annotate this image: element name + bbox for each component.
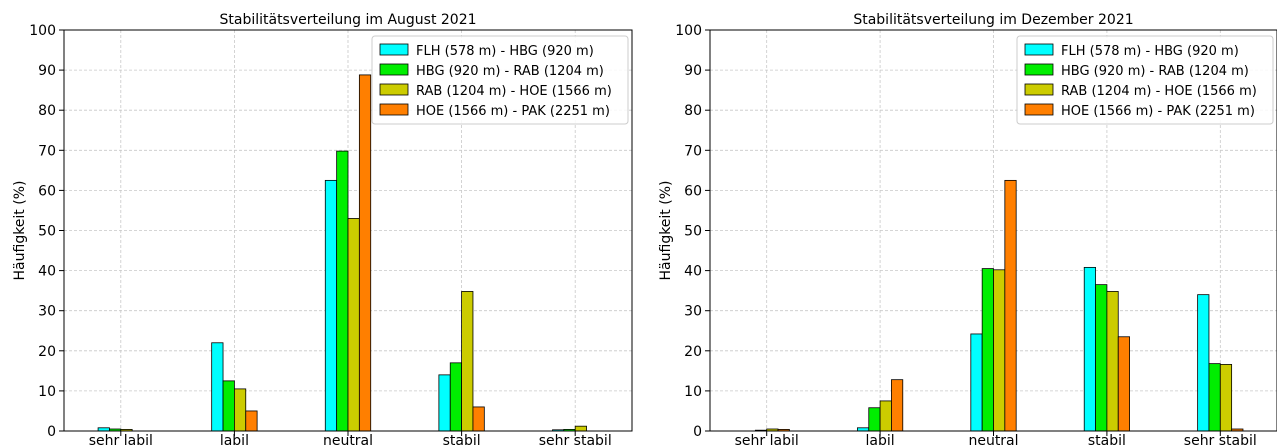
x-tick-label-sehr-labil: sehr labil: [89, 433, 153, 446]
y-tick-label: 10: [38, 384, 56, 400]
y-tick-label: 0: [47, 424, 56, 440]
bar-neutral-series-3: [347, 218, 360, 431]
x-tick-label-neutral: neutral: [968, 433, 1018, 446]
y-tick-label: 30: [38, 304, 56, 320]
legend-label-series-2: HBG (920 m) - RAB (1204 m): [1061, 64, 1249, 79]
legend-swatch-series-1: [1024, 43, 1054, 56]
bar-labil-series-3: [879, 400, 892, 431]
bar-neutral-series-1: [970, 333, 983, 431]
legend-label-series-1: FLH (578 m) - HBG (920 m): [416, 44, 594, 59]
bar-stabil-series-4: [472, 406, 485, 431]
bar-neutral-series-2: [981, 268, 994, 431]
legend-box: [1016, 35, 1274, 125]
y-tick-label: 80: [684, 103, 702, 119]
bar-neutral-series-1: [324, 179, 338, 431]
bar-stabil-series-3: [461, 291, 474, 431]
bar-sehr-stabil-series-1: [1197, 294, 1210, 431]
y-tick-label: 30: [684, 304, 702, 320]
legend-swatch-series-3: [1024, 83, 1054, 96]
legend-swatch-series-2: [1024, 63, 1054, 76]
bar-sehr-stabil-series-2: [1208, 363, 1221, 431]
legend-swatch-series-2: [379, 63, 409, 76]
chart-title: Stabilitätsverteilung im August 2021: [219, 12, 476, 28]
bar-neutral-series-2: [336, 150, 349, 431]
legend-swatch-series-1: [379, 43, 409, 56]
y-tick-label: 70: [684, 143, 702, 159]
bar-labil-series-3: [233, 388, 247, 431]
bars: [754, 179, 1244, 431]
legend-label-series-3: RAB (1204 m) - HOE (1566 m): [416, 84, 612, 99]
chart-title: Stabilitätsverteilung im Dezember 2021: [853, 12, 1133, 28]
x-tick-label-sehr-labil: sehr labil: [735, 433, 799, 446]
x-tick-label-sehr-stabil: sehr stabil: [539, 433, 612, 446]
y-tick-label: 60: [684, 183, 702, 199]
bar-stabil-series-1: [1083, 266, 1096, 431]
bar-stabil-series-4: [1117, 336, 1130, 431]
bar-stabil-series-2: [1095, 284, 1108, 431]
legend-box: [371, 35, 629, 125]
chart-december: 0 10 20 30 40 50 60 70 80 90 100 sehr labil labil neu…: [658, 12, 1277, 446]
bar-stabil-series-2: [449, 362, 462, 431]
x-tick-label-labil: labil: [220, 433, 249, 446]
y-axis-label: Häufigkeit (%): [658, 181, 674, 281]
bar-neutral-series-4: [1004, 179, 1017, 431]
bar-sehr-stabil-series-3: [1219, 364, 1233, 431]
bar-neutral-series-4: [358, 74, 372, 431]
bar-labil-series-1: [211, 342, 224, 431]
y-tick-label: 50: [684, 224, 702, 240]
y-tick-label: 10: [684, 384, 702, 400]
bar-labil-series-4: [891, 379, 904, 431]
bar-stabil-series-1: [438, 374, 451, 431]
legend-swatch-series-3: [379, 83, 409, 96]
bar-stabil-series-3: [1106, 291, 1119, 431]
bars: [97, 74, 587, 431]
bar-neutral-series-3: [993, 269, 1006, 431]
legend-swatch-series-4: [379, 103, 409, 116]
chart-august: 0 10 20 30 40 50 60 70 80 90 100 sehr labil labil neu…: [12, 12, 633, 446]
y-tick-label: 40: [684, 264, 702, 280]
y-tick-label: 60: [38, 183, 56, 199]
bar-labil-series-4: [245, 410, 258, 431]
x-tick-label-sehr-stabil: sehr stabil: [1184, 433, 1257, 446]
y-tick-label: 20: [38, 344, 56, 360]
legend-label-series-4: HOE (1566 m) - PAK (2251 m): [1061, 104, 1255, 119]
y-axis-label: Häufigkeit (%): [12, 181, 28, 281]
legend-label-series-4: HOE (1566 m) - PAK (2251 m): [416, 104, 610, 119]
legend-label-series-3: RAB (1204 m) - HOE (1566 m): [1061, 84, 1257, 99]
y-tick-label: 90: [38, 63, 56, 79]
y-tick-label: 100: [29, 23, 56, 39]
bar-labil-series-2: [222, 380, 235, 431]
y-tick-label: 100: [675, 23, 702, 39]
bar-sehr-stabil-series-3: [574, 425, 587, 431]
legend: FLH (578 m) - HBG (920 m) HBG (920 m) - R…: [1016, 35, 1274, 125]
x-tick-label-labil: labil: [866, 433, 895, 446]
x-tick-label-stabil: stabil: [443, 433, 481, 446]
legend-label-series-1: FLH (578 m) - HBG (920 m): [1061, 44, 1239, 59]
y-tick-label: 50: [38, 224, 56, 240]
y-tick-label: 0: [693, 424, 702, 440]
x-tick-label-stabil: stabil: [1088, 433, 1126, 446]
y-tick-label: 70: [38, 143, 56, 159]
y-tick-label: 90: [684, 63, 702, 79]
legend-label-series-2: HBG (920 m) - RAB (1204 m): [416, 64, 604, 79]
legend-swatch-series-4: [1024, 103, 1054, 116]
y-tick-label: 80: [38, 103, 56, 119]
y-tick-label: 40: [38, 264, 56, 280]
x-tick-label-neutral: neutral: [323, 433, 373, 446]
y-tick-label: 20: [684, 344, 702, 360]
bar-labil-series-2: [868, 407, 881, 431]
legend: FLH (578 m) - HBG (920 m) HBG (920 m) - R…: [371, 35, 629, 125]
